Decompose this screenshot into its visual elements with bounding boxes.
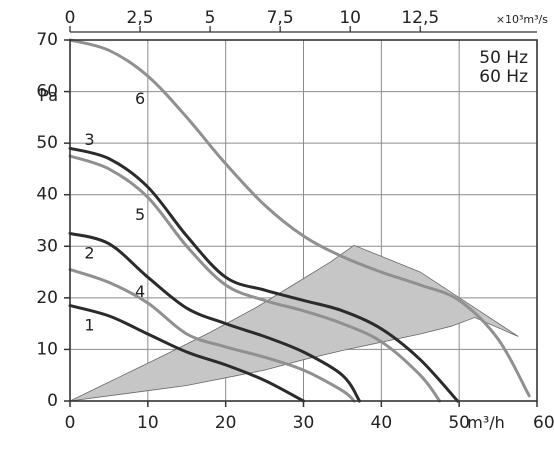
curve-label-5: 5 (135, 205, 145, 224)
legend: 50 Hz 60 Hz (479, 48, 528, 87)
performance-curves (68, 38, 531, 403)
bottom-tick-label: 50 (448, 413, 470, 433)
left-tick-label: 60 (36, 82, 58, 102)
left-tick-label: 20 (36, 288, 58, 308)
bottom-axis-unit: m³/h (467, 413, 505, 432)
curve-4 (68, 268, 356, 403)
legend-entry-60hz: 60 Hz (479, 67, 528, 87)
curve-3 (68, 146, 460, 403)
top-tick-label: 2,5 (127, 8, 154, 28)
bottom-tick-label: 40 (371, 413, 393, 433)
operating-region-area (69, 244, 519, 402)
left-tick-label: 50 (36, 133, 58, 153)
curve-5 (68, 154, 442, 403)
curve-label-1: 1 (84, 316, 94, 335)
curve-label-3: 3 (84, 130, 94, 149)
curve-2 (68, 231, 361, 403)
top-tick-label: 5 (205, 8, 216, 28)
top-tick-label: 0 (65, 8, 76, 28)
curve-1 (68, 304, 305, 403)
bottom-tick-label: 20 (215, 413, 237, 433)
left-tick-label: 0 (47, 391, 58, 411)
plot-frame (64, 26, 538, 407)
bottom-tick-label: 30 (293, 413, 315, 433)
curve-6 (68, 38, 531, 398)
curve-label-2: 2 (84, 244, 94, 263)
top-tick-label: 7,5 (267, 8, 294, 28)
left-tick-label: 40 (36, 185, 58, 205)
left-tick-label: 70 (36, 30, 58, 50)
bottom-tick-label: 10 (137, 413, 159, 433)
curve-label-4: 4 (135, 282, 145, 301)
left-tick-label: 10 (36, 339, 58, 359)
legend-entry-50hz: 50 Hz (479, 48, 528, 68)
left-tick-label: 30 (36, 236, 58, 256)
bottom-tick-label: 60 (533, 413, 554, 433)
left-axis-unit: Pa (39, 86, 58, 105)
top-axis-unit: ×10³m³/s (496, 13, 548, 26)
bottom-tick-label: 0 (65, 413, 76, 433)
operating-region (69, 244, 519, 402)
top-tick-label: 12,5 (401, 8, 439, 28)
top-tick-label: 10 (339, 8, 361, 28)
curve-label-6: 6 (135, 89, 145, 108)
